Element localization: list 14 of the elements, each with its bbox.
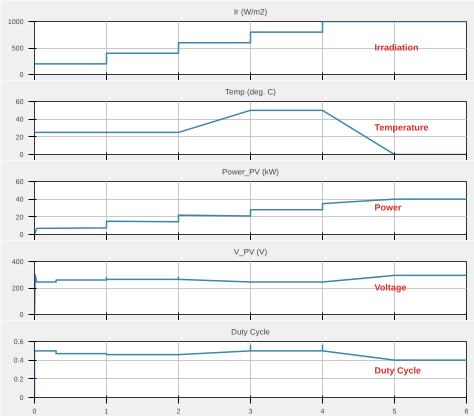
annotation: Temperature — [374, 122, 428, 132]
line-series — [34, 274, 466, 314]
chart-title: Temp (deg. C) — [225, 88, 276, 96]
line-series — [34, 22, 466, 65]
line-series — [34, 344, 466, 398]
chart-title: V_PV (V) — [234, 248, 268, 256]
chart-title: Power_PV (kW) — [222, 168, 280, 176]
annotation: Voltage — [374, 282, 406, 292]
line-series — [34, 198, 466, 234]
chart-title: Duty Cycle — [231, 328, 270, 336]
annotation: Duty Cycle — [374, 366, 422, 376]
chart-title: Ir (W/m2) — [234, 8, 268, 16]
annotation: Irradiation — [374, 42, 419, 52]
annotation: Power — [374, 202, 402, 212]
